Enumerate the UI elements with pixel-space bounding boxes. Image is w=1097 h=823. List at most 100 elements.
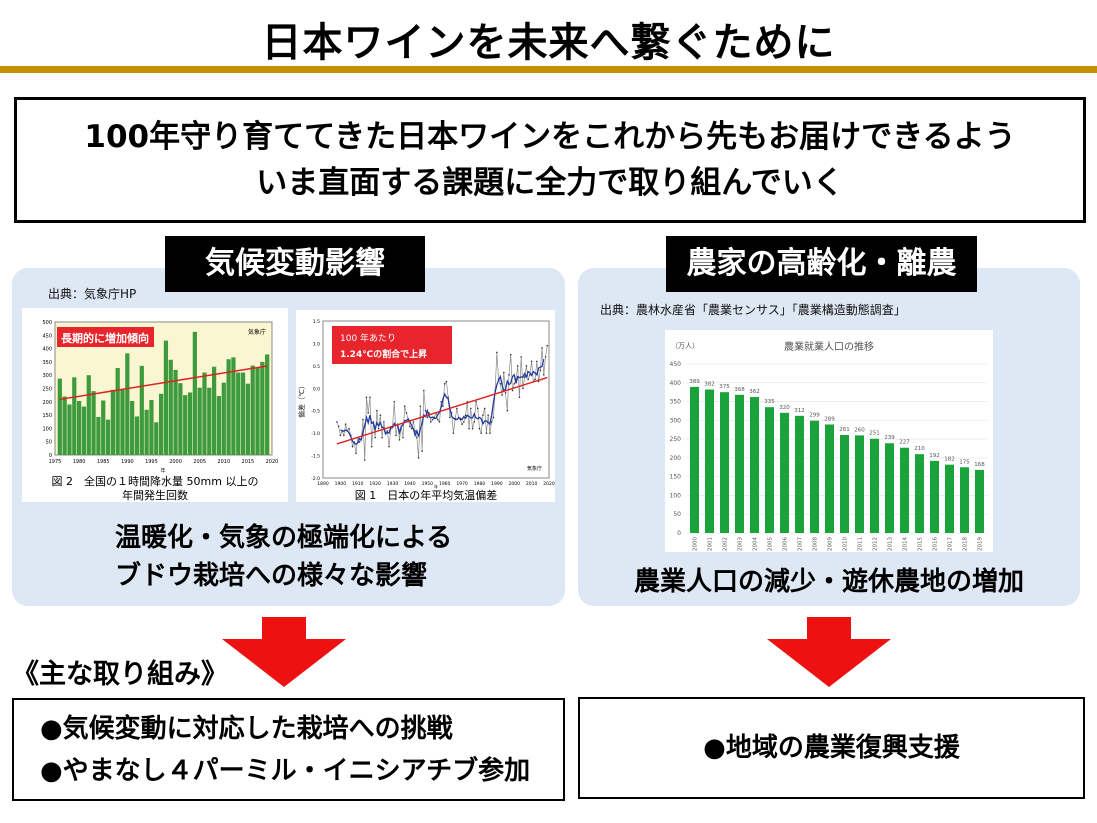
rain-bar — [101, 400, 106, 455]
rain-bar — [139, 365, 144, 455]
rainfall-chart: 0 50 100 150 200 250 300 350 400 450 500 1975 1980 19… — [22, 308, 288, 502]
temp-point — [386, 430, 389, 432]
rain-bar — [255, 367, 260, 455]
farm-bar — [930, 460, 939, 533]
temp-point — [478, 427, 481, 430]
rain-caption-2: 年間発生回数 — [122, 488, 188, 502]
farm-bar — [855, 435, 864, 533]
temp-point — [409, 425, 411, 428]
temp-point — [461, 423, 463, 425]
rain-bar — [81, 406, 87, 455]
farm-data-label: 168 — [974, 462, 985, 468]
rain-bar — [178, 383, 183, 455]
farm-bar — [750, 397, 759, 533]
temp-point — [490, 421, 493, 423]
temp-point — [370, 445, 373, 448]
farm-x-tick: 2014 — [903, 537, 909, 551]
farm-chart-unit: （万人） — [671, 342, 699, 350]
farm-data-label: 368 — [734, 387, 745, 393]
rain-bar — [134, 416, 140, 455]
measure-item: ●地域の農業復興支援 — [703, 733, 960, 763]
farm-data-label: 227 — [899, 440, 910, 446]
temp-x-tick: 1890 — [317, 481, 329, 487]
farm-data-label: 289 — [824, 416, 835, 422]
title-rule — [0, 66, 1097, 73]
rain-bar — [125, 353, 130, 455]
rain-caption-1: 図 2 全国の１時間降水量 50mm 以上の — [52, 474, 259, 488]
rain-y-tick: 150 — [42, 413, 52, 419]
temp-point — [485, 432, 488, 434]
rain-y-tick: 0 — [49, 453, 52, 459]
temp-x-tick: 2000 — [509, 481, 521, 487]
temp-point — [541, 347, 543, 349]
aging-measures-box: ●地域の農業復興支援 — [578, 697, 1085, 799]
rain-bar — [67, 404, 72, 455]
farm-chart-title: 農業就業人口の推移 — [784, 340, 874, 353]
rain-y-tick: 500 — [42, 320, 52, 326]
temp-point — [542, 374, 545, 376]
rain-bar — [86, 375, 91, 455]
rain-bar — [62, 396, 67, 455]
rain-bar — [57, 378, 62, 455]
temp-x-tick: 1980 — [474, 481, 486, 487]
farm-x-tick: 2011 — [858, 537, 864, 551]
temp-point — [438, 421, 441, 423]
climate-measures-box: ●気候変動に対応した栽培への挑戦 ●やまなし４パーミル・イニシアチブ参加 — [12, 698, 565, 801]
temp-point — [416, 436, 418, 439]
rain-badge — [57, 327, 154, 347]
temp-x-tick: 1900 — [335, 481, 347, 487]
farm-x-tick: 2018 — [963, 537, 969, 551]
temp-x-tick: 1920 — [369, 481, 381, 487]
temp-point — [388, 445, 390, 448]
down-arrow-left-icon — [222, 617, 346, 687]
temp-point — [483, 407, 486, 410]
rain-bar — [163, 340, 169, 455]
farm-x-tick: 2009 — [828, 537, 834, 551]
temp-y-tick: -0.5 — [311, 409, 320, 415]
farm-data-label: 251 — [869, 431, 880, 437]
temp-x-tick: 1960 — [439, 481, 451, 487]
farm-data-label: 210 — [914, 446, 925, 452]
temp-badge-line2: 1.24℃の割合で上昇 — [340, 348, 427, 360]
farm-x-tick: 2005 — [768, 537, 774, 551]
temp-point — [464, 414, 467, 416]
temp-point — [395, 434, 397, 437]
temp-point — [336, 421, 338, 423]
temp-point — [516, 365, 519, 367]
temp-point — [529, 374, 531, 376]
farm-data-label: 312 — [794, 408, 805, 414]
temp-point — [374, 436, 376, 439]
farm-data-label: 320 — [779, 405, 790, 411]
rain-y-tick: 400 — [42, 347, 52, 353]
farm-data-label: 375 — [719, 384, 730, 390]
farm-bar — [870, 438, 879, 533]
rain-xlabel: 年 — [160, 467, 165, 474]
temp-point — [398, 439, 401, 441]
farm-bar — [960, 467, 969, 533]
temp-point — [508, 374, 510, 376]
farm-x-tick: 2013 — [888, 537, 894, 551]
temp-point — [344, 423, 347, 425]
farm-bar — [825, 424, 834, 533]
farm-x-tick: 2008 — [813, 537, 819, 551]
temp-x-tick: 1970 — [456, 481, 468, 487]
farm-data-label: 389 — [689, 379, 700, 385]
farm-data-label: 260 — [854, 427, 865, 433]
farm-data-label: 261 — [839, 427, 850, 433]
farm-bar — [795, 415, 804, 533]
temp-point — [534, 378, 536, 381]
rain-bar — [115, 368, 120, 455]
temp-point — [362, 418, 364, 421]
rain-bar — [105, 419, 111, 455]
temp-point — [381, 436, 383, 439]
temp-point — [530, 360, 533, 363]
temperature-chart: -2.0 -1.5 -1.0 -0.5 0.0 0.5 1.0 1.5 1890 1900 1910… — [296, 310, 555, 502]
temp-y-tick: -2.0 — [311, 476, 320, 482]
rain-y-tick: 450 — [42, 333, 52, 339]
rain-bar — [154, 422, 159, 455]
farm-data-label: 335 — [764, 399, 775, 405]
farm-x-tick: 2019 — [978, 537, 984, 551]
temp-point — [376, 409, 378, 412]
temp-point — [424, 409, 427, 412]
temp-point — [499, 383, 502, 385]
